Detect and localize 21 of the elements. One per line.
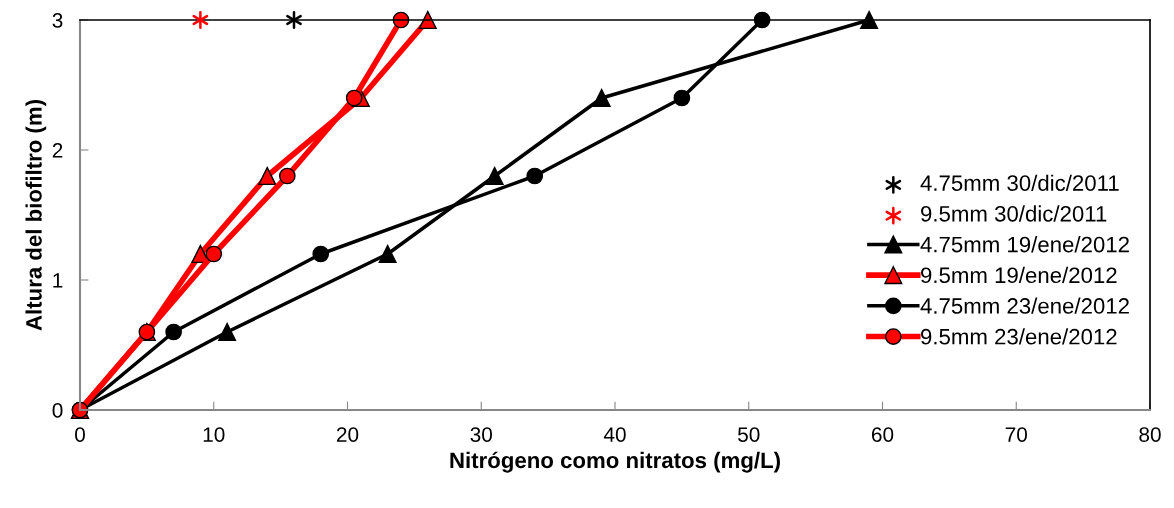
- legend-label: 4.75mm 23/ene/2012: [920, 297, 1129, 314]
- legend-label: 9.5mm 19/ene/2012: [921, 266, 1117, 284]
- x-tick-label: 60: [871, 427, 894, 442]
- x-tick-label: 20: [336, 427, 359, 442]
- legend-label: 4.75mm 30/dic/2011: [920, 174, 1119, 191]
- legend-label: 9.5mm 30/dic/2011: [921, 205, 1107, 222]
- x-axis-title: Nitrógeno como nitratos (mg/L): [450, 451, 780, 473]
- x-tick-label: 50: [738, 427, 760, 442]
- x-tick-label: 40: [603, 427, 626, 442]
- y-tick-label: 1: [53, 273, 63, 288]
- x-tick-label: 10: [203, 427, 225, 442]
- x-tick-label: 0: [75, 427, 85, 442]
- y-tick-label: 2: [52, 143, 63, 158]
- x-tick-label: 30: [470, 427, 493, 442]
- x-tick-label: 70: [1005, 427, 1028, 442]
- y-tick-label: 3: [52, 13, 63, 28]
- legend-label: 9.5mm 23/ene/2012: [921, 328, 1117, 345]
- legend-label: 4.75mm 19/ene/2012: [920, 236, 1129, 253]
- x-tick-label: 80: [1139, 427, 1161, 442]
- y-tick-label: 0: [52, 403, 63, 418]
- y-axis-title: Altura del biofiltro (m): [25, 100, 47, 331]
